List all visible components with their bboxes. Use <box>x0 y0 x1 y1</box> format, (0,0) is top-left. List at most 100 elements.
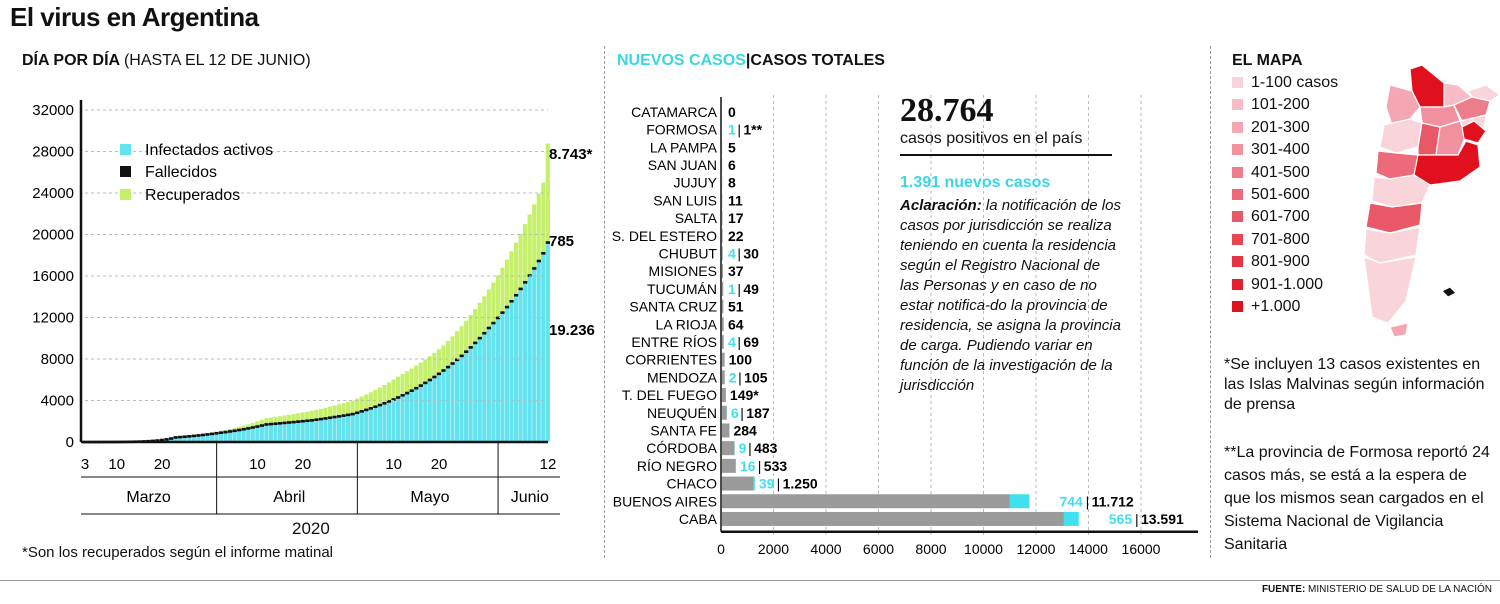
total-cases-label: 11 <box>728 192 743 208</box>
recovered-bar <box>327 406 333 418</box>
source-text: MINISTERIO DE SALUD DE LA NACIÓN <box>1305 584 1492 595</box>
deaths-mark <box>423 381 428 385</box>
deaths-mark <box>323 417 328 420</box>
bar-x-tick-label-2000: 2000 <box>758 541 789 557</box>
bar-x-tick-label-10000: 10000 <box>964 541 1003 557</box>
recovered-bar <box>427 356 432 380</box>
active-bar <box>373 406 378 442</box>
deaths-mark <box>309 419 314 422</box>
total-bar <box>722 317 724 332</box>
legend-label-active: Infectados activos <box>145 142 273 159</box>
total-cases-label: 1** <box>743 122 762 138</box>
total-bar <box>722 476 754 491</box>
recovered-bar <box>436 349 441 374</box>
x-tick-label-1: 10 <box>108 456 125 473</box>
deaths-mark <box>355 411 360 415</box>
province-label: SANTA CRUZ <box>629 299 717 315</box>
total-bar <box>722 441 735 456</box>
active-bar <box>400 395 405 442</box>
recovered-bar <box>450 336 455 364</box>
recovered-bar <box>296 413 301 422</box>
bar-label-separator: | <box>737 122 741 138</box>
map-legend-swatch <box>1232 211 1243 223</box>
deaths-mark <box>532 267 537 270</box>
total-bar <box>722 246 723 261</box>
recovered-bar <box>336 404 342 417</box>
divider-left <box>604 46 605 558</box>
map-legend-item: +1.000 <box>1232 297 1300 317</box>
active-bar <box>364 409 369 442</box>
recovered-bar <box>541 182 546 254</box>
active-bar <box>277 423 283 442</box>
recovered-bar <box>282 415 287 423</box>
province-label: SAN JUAN <box>648 157 717 173</box>
deaths-mark <box>468 346 473 349</box>
deaths-mark <box>173 436 178 439</box>
new-bar <box>1063 511 1079 526</box>
map-legend-label: +1.000 <box>1251 298 1301 315</box>
deaths-mark <box>168 437 174 440</box>
total-bar <box>722 388 726 403</box>
total-cases-label: 187 <box>746 405 770 421</box>
legend-swatch-recovered <box>120 189 131 200</box>
active-bar <box>504 306 510 442</box>
active-bar <box>486 327 491 442</box>
active-bar <box>423 382 428 442</box>
active-bar <box>291 421 296 442</box>
y-tick-label-8000: 8000 <box>41 351 74 368</box>
active-bar <box>314 419 319 442</box>
total-cases-label: 8 <box>728 175 736 191</box>
active-bar <box>500 312 505 442</box>
footer-rule <box>0 580 1500 581</box>
recovered-bar <box>504 259 510 307</box>
deaths-mark <box>545 241 551 244</box>
deaths-mark <box>513 293 519 297</box>
deaths-mark <box>454 358 460 362</box>
legend-label-deaths: Fallecidos <box>145 164 217 181</box>
daily-chart-heading: DÍA POR DÍA (HASTA EL 12 DE JUNIO) <box>22 52 311 70</box>
recovered-bar <box>382 384 387 404</box>
bar-label-separator: | <box>1086 493 1090 509</box>
area-legend: Infectados activos Fallecidos Recuperado… <box>120 142 273 204</box>
recovered-bar <box>477 302 482 339</box>
deaths-mark <box>305 419 310 423</box>
deaths-mark <box>336 415 342 418</box>
map-legend-item: 101-200 <box>1232 95 1310 115</box>
month-label-0: Marzo <box>126 489 171 506</box>
recovered-bar <box>237 426 242 430</box>
active-bar <box>173 437 178 442</box>
deaths-mark <box>350 412 355 416</box>
active-bar <box>377 404 382 442</box>
deaths-mark <box>214 431 219 435</box>
provinces-heading: NUEVOS CASOS|CASOS TOTALES <box>617 52 885 70</box>
daily-footnote: *Son los recuperados según el informe ma… <box>22 544 334 561</box>
deaths-mark <box>182 435 187 439</box>
bar-label-separator: | <box>1135 511 1139 527</box>
recovered-bar <box>500 267 505 313</box>
active-bar <box>436 373 441 442</box>
active-bar <box>382 403 387 442</box>
bar-label-separator: | <box>737 245 741 261</box>
deaths-mark <box>241 427 246 431</box>
bar-x-tick-label-12000: 12000 <box>1017 541 1056 557</box>
active-bar <box>482 333 487 442</box>
active-bar <box>477 338 482 442</box>
deaths-mark <box>368 407 373 410</box>
active-bar <box>491 322 496 442</box>
active-bar <box>250 427 255 442</box>
deaths-mark <box>432 375 437 379</box>
new-cases-count: 1.391 nuevos casos <box>900 174 1051 191</box>
map-region-malvinas <box>1440 286 1458 298</box>
recovered-bar <box>377 387 382 405</box>
active-bar <box>532 268 537 442</box>
deaths-mark <box>318 417 324 421</box>
deaths-mark <box>536 259 541 263</box>
argentina-map <box>1363 64 1500 338</box>
recovered-bar <box>445 340 451 367</box>
source-label: FUENTE: <box>1261 584 1306 595</box>
bar-label-separator: | <box>738 369 742 385</box>
map-legend-swatch <box>1232 233 1243 245</box>
active-bar <box>523 282 528 442</box>
recovered-bar <box>473 309 478 343</box>
province-label: ENTRE RÍOS <box>631 334 717 350</box>
